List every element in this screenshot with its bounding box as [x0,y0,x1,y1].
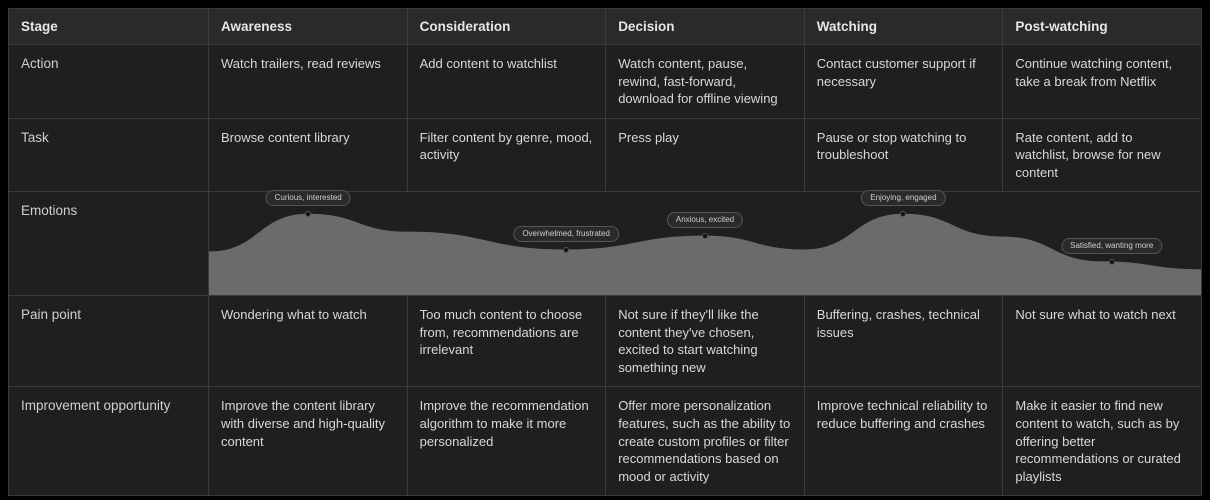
emotion-pill: Enjoying, engaged [861,190,945,206]
cell-task-watching: Pause or stop watching to troubleshoot [804,118,1003,192]
row-label-action: Action [9,45,209,119]
cell-improve-post-watching: Make it easier to find new content to wa… [1003,387,1202,496]
row-task: Task Browse content library Filter conte… [9,118,1202,192]
header-row: Stage Awareness Consideration Decision W… [9,9,1202,45]
row-label-improvement: Improvement opportunity [9,387,209,496]
row-pain-point: Pain point Wondering what to watch Too m… [9,296,1202,387]
col-header-decision: Decision [606,9,805,45]
cell-pain-consideration: Too much content to choose from, recomme… [407,296,606,387]
row-emotions: Emotions Curious, interested Overwhelmed,… [9,192,1202,296]
cell-pain-watching: Buffering, crashes, technical issues [804,296,1003,387]
cell-task-consideration: Filter content by genre, mood, activity [407,118,606,192]
emotion-pill: Anxious, excited [667,212,743,228]
cell-improve-decision: Offer more personalization features, suc… [606,387,805,496]
cell-pain-awareness: Wondering what to watch [209,296,408,387]
cell-action-awareness: Watch trailers, read reviews [209,45,408,119]
cell-action-consideration: Add content to watchlist [407,45,606,119]
emotion-dot [702,233,708,239]
emotion-pill: Overwhelmed, frustrated [513,226,619,242]
emotion-dot [900,211,906,217]
emotion-dot [305,211,311,217]
emotions-chart: Curious, interested Overwhelmed, frustrat… [209,192,1201,295]
cell-task-post-watching: Rate content, add to watchlist, browse f… [1003,118,1202,192]
cell-action-watching: Contact customer support if necessary [804,45,1003,119]
emotion-pill: Curious, interested [266,190,351,206]
col-header-consideration: Consideration [407,9,606,45]
row-label-task: Task [9,118,209,192]
col-header-awareness: Awareness [209,9,408,45]
col-header-post-watching: Post-watching [1003,9,1202,45]
row-action: Action Watch trailers, read reviews Add … [9,45,1202,119]
col-header-stage: Stage [9,9,209,45]
col-header-watching: Watching [804,9,1003,45]
emotions-chart-cell: Curious, interested Overwhelmed, frustrat… [209,192,1202,296]
row-label-pain-point: Pain point [9,296,209,387]
row-improvement: Improvement opportunity Improve the cont… [9,387,1202,496]
emotion-dot [563,247,569,253]
emotion-dot [1109,259,1115,265]
emotion-pill: Satisfied, wanting more [1061,238,1162,254]
cell-task-decision: Press play [606,118,805,192]
cell-improve-consideration: Improve the recommendation algorithm to … [407,387,606,496]
cell-action-post-watching: Continue watching content, take a break … [1003,45,1202,119]
cell-improve-awareness: Improve the content library with diverse… [209,387,408,496]
cell-pain-decision: Not sure if they'll like the content the… [606,296,805,387]
cell-improve-watching: Improve technical reliability to reduce … [804,387,1003,496]
customer-journey-table: Stage Awareness Consideration Decision W… [8,8,1202,496]
cell-pain-post-watching: Not sure what to watch next [1003,296,1202,387]
row-label-emotions: Emotions [9,192,209,296]
cell-task-awareness: Browse content library [209,118,408,192]
cell-action-decision: Watch content, pause, rewind, fast-forwa… [606,45,805,119]
emotions-wave [209,192,1201,295]
